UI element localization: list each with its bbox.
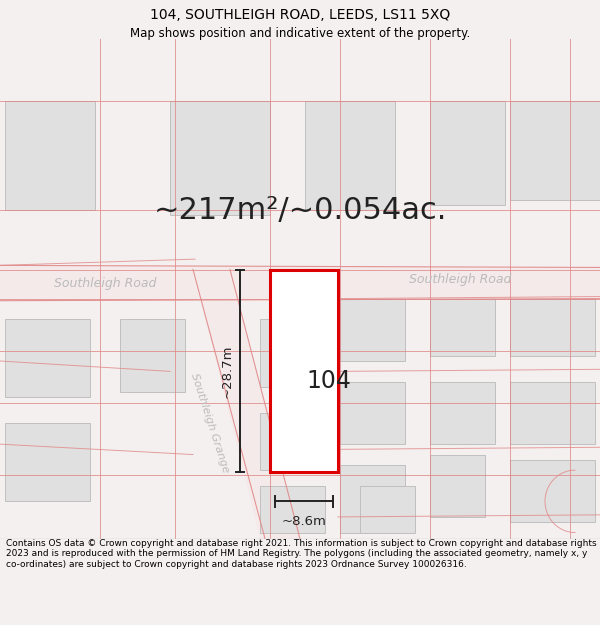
Text: Contains OS data © Crown copyright and database right 2021. This information is : Contains OS data © Crown copyright and d… (6, 539, 596, 569)
Text: ~8.6m: ~8.6m (281, 515, 326, 528)
Bar (260, 486, 325, 532)
Bar (430, 299, 495, 356)
Bar (340, 465, 405, 532)
Bar (260, 413, 325, 470)
Bar (5, 101, 95, 210)
Bar (360, 486, 415, 532)
Polygon shape (0, 266, 600, 301)
Text: 104: 104 (307, 369, 352, 393)
Text: ~217m²/~0.054ac.: ~217m²/~0.054ac. (154, 196, 446, 225)
Bar (430, 101, 505, 205)
Bar (430, 454, 485, 517)
Bar (510, 101, 600, 200)
Bar (510, 299, 595, 356)
Bar (510, 460, 595, 522)
Bar (5, 423, 90, 501)
Bar (340, 299, 405, 361)
Text: Southleigh Grange: Southleigh Grange (189, 372, 231, 474)
Text: Southleigh Road: Southleigh Road (409, 273, 511, 286)
Polygon shape (193, 269, 300, 539)
Bar (510, 382, 595, 444)
Text: 104, SOUTHLEIGH ROAD, LEEDS, LS11 5XQ: 104, SOUTHLEIGH ROAD, LEEDS, LS11 5XQ (150, 8, 450, 22)
Bar (5, 319, 90, 398)
Bar (340, 382, 405, 444)
Text: ~28.7m: ~28.7m (221, 344, 234, 398)
Bar (270, 269, 338, 472)
Text: Southleigh Road: Southleigh Road (54, 276, 156, 289)
Bar (120, 319, 185, 392)
Text: Map shows position and indicative extent of the property.: Map shows position and indicative extent… (130, 27, 470, 40)
Bar (260, 319, 335, 387)
Bar (305, 101, 395, 210)
Bar (430, 382, 495, 444)
Bar (170, 101, 270, 216)
